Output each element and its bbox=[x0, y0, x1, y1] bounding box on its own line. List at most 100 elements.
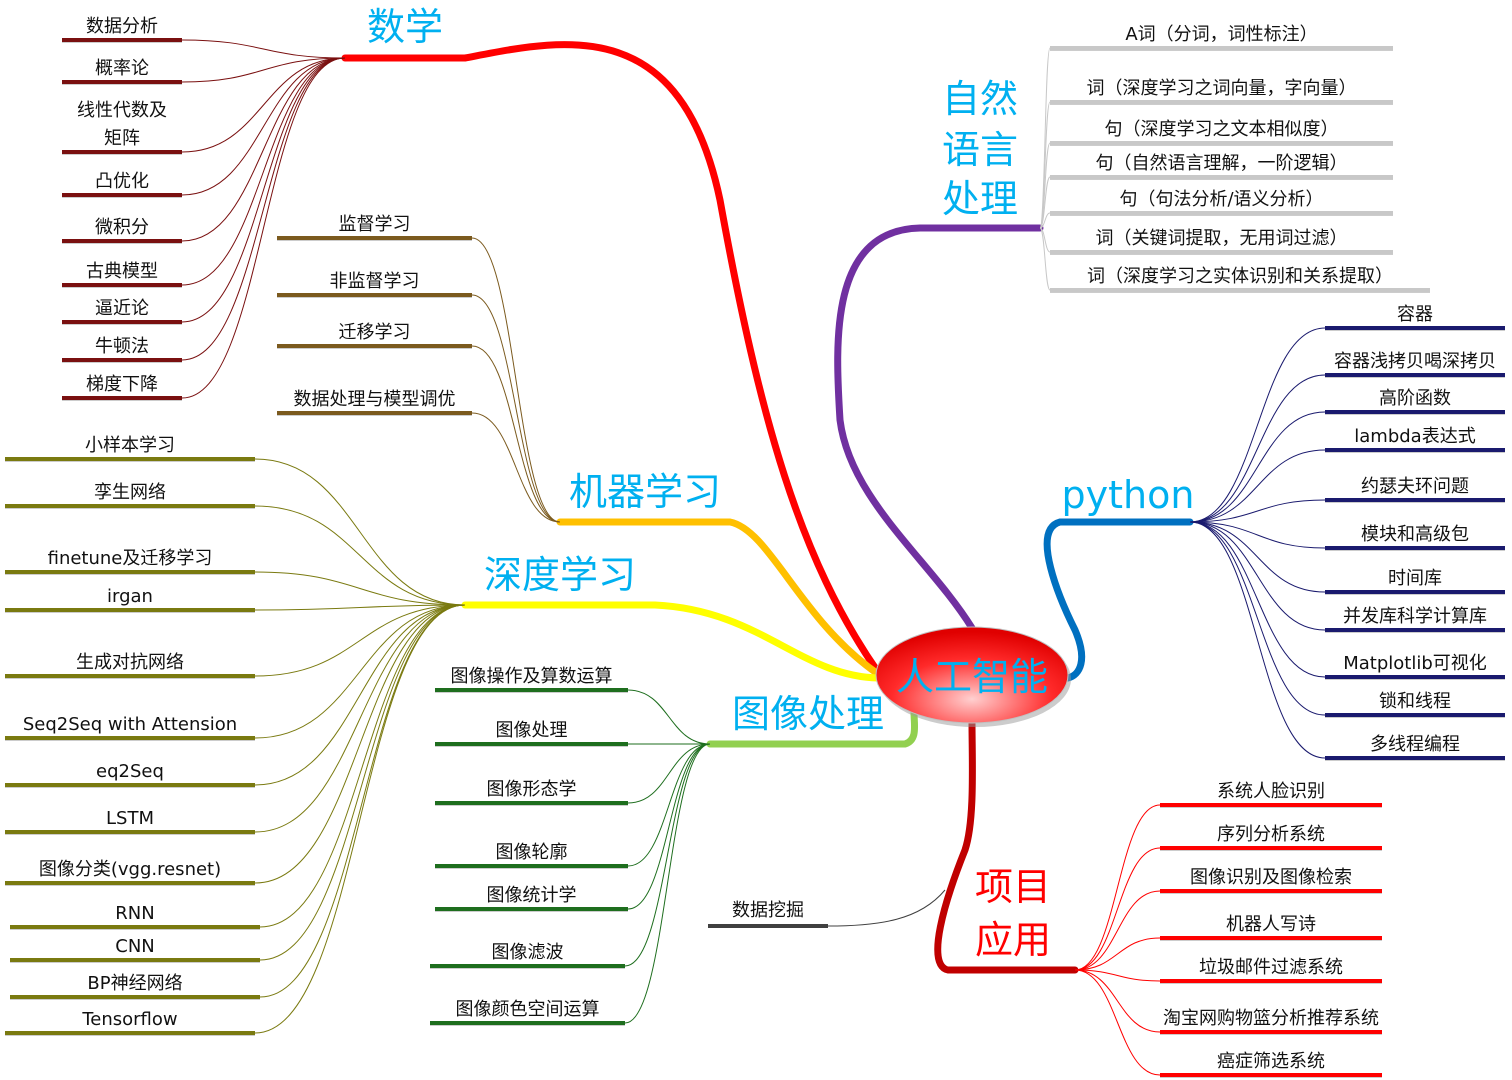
leaf-label: 图像颜色空间运算 bbox=[456, 999, 600, 1020]
leaf-node: 容器浅拷贝喝深拷贝 bbox=[1189, 351, 1505, 523]
branch-label: python bbox=[1062, 473, 1195, 517]
leaf-connector bbox=[181, 57, 346, 196]
leaf-node: 模块和高级包 bbox=[1189, 521, 1505, 551]
leaf-label: 微积分 bbox=[95, 217, 149, 238]
leaf-label: RNN bbox=[115, 903, 154, 924]
leaf-node: 时间库 bbox=[1189, 521, 1505, 595]
leaf-label: 小样本学习 bbox=[85, 435, 175, 456]
leaf-label: 数据分析 bbox=[86, 16, 158, 37]
leaf-node: RNN bbox=[10, 604, 466, 930]
leaf-connector bbox=[254, 604, 466, 833]
leaf-connector bbox=[254, 604, 466, 1034]
leaf-node: 约瑟夫环问题 bbox=[1189, 476, 1505, 523]
leaf-node: CNN bbox=[10, 604, 466, 963]
leaf-node: 句（句法分析/语义分析） bbox=[1039, 189, 1393, 229]
leaf-connector bbox=[1189, 374, 1326, 523]
leaf-label: 句（自然语言理解，一阶逻辑） bbox=[1096, 153, 1348, 174]
leaf-node: 数据处理与模型调优 bbox=[277, 389, 561, 523]
branch-label: 应用 bbox=[975, 918, 1051, 962]
leaf-label: finetune及迁移学习 bbox=[48, 548, 213, 569]
leaf-label: 监督学习 bbox=[339, 214, 411, 235]
main-branch-line bbox=[934, 718, 1079, 974]
leaf-connector bbox=[1189, 521, 1326, 549]
leaf-label: 模块和高级包 bbox=[1361, 524, 1469, 545]
leaf-label: 句（深度学习之文本相似度） bbox=[1105, 119, 1339, 140]
leaf-connector bbox=[181, 57, 346, 153]
leaf-label: 多线程编程 bbox=[1370, 734, 1460, 755]
leaf-connector bbox=[1039, 212, 1051, 229]
leaf-label: 词（深度学习之实体识别和关系提取） bbox=[1087, 266, 1393, 287]
leaf-node: 迁移学习 bbox=[277, 322, 561, 523]
leaf-node: 图像颜色空间运算 bbox=[430, 743, 711, 1026]
branch-proj: 系统人脸识别序列分析系统图像识别及图像检索机器人写诗垃圾邮件过滤系统淘宝网购物篮… bbox=[934, 718, 1382, 1078]
leaf-connector bbox=[1074, 937, 1161, 971]
leaf-node: 监督学习 bbox=[277, 214, 561, 523]
leaf-node: Tensorflow bbox=[5, 604, 466, 1036]
leaf-node: 微积分 bbox=[62, 57, 346, 244]
leaf-label: 图像识别及图像检索 bbox=[1190, 867, 1352, 888]
leaf-node: 序列分析系统 bbox=[1074, 824, 1382, 971]
leaf-label: 迁移学习 bbox=[339, 322, 411, 343]
leaf-node: 高阶函数 bbox=[1189, 388, 1505, 523]
leaf-connector bbox=[254, 604, 466, 677]
leaf-connector bbox=[1074, 890, 1161, 971]
leaf-node: 牛顿法 bbox=[62, 57, 346, 363]
leaf-node: 机器人写诗 bbox=[1074, 914, 1382, 971]
main-branch-line bbox=[556, 518, 882, 678]
leaf-node: 梯度下降 bbox=[62, 57, 346, 401]
leaf-label: 图像处理 bbox=[496, 720, 568, 741]
leaf-label: 非监督学习 bbox=[330, 271, 420, 292]
leaf-label: 图像轮廓 bbox=[496, 842, 568, 863]
leaf-connector bbox=[254, 505, 466, 606]
leaf-connector bbox=[254, 604, 466, 884]
leaf-connector bbox=[1039, 176, 1051, 229]
leaf-node: 图像滤波 bbox=[430, 743, 711, 969]
leaf-label: 词（关键词提取，无用词过滤） bbox=[1096, 228, 1348, 249]
leaf-node: 逼近论 bbox=[62, 57, 346, 325]
leaf-label: 线性代数及 bbox=[77, 100, 167, 121]
leaf-label: 孪生网络 bbox=[94, 482, 166, 503]
leaf-node: 孪生网络 bbox=[5, 482, 466, 606]
leaf-connector bbox=[1189, 449, 1326, 523]
branch-label: 语言 bbox=[942, 128, 1018, 172]
leaf-label: 容器浅拷贝喝深拷贝 bbox=[1334, 351, 1496, 372]
main-branch-line bbox=[1043, 518, 1194, 682]
leaf-label: 癌症筛选系统 bbox=[1217, 1051, 1325, 1072]
branch-label: 处理 bbox=[942, 177, 1018, 221]
leaf-label: 图像统计学 bbox=[487, 885, 577, 906]
leaf-connector bbox=[1189, 327, 1326, 523]
leaf-node: 图像轮廓 bbox=[435, 743, 711, 869]
leaf-node: 图像形态学 bbox=[435, 743, 711, 806]
leaf-connector bbox=[624, 743, 711, 967]
leaf-label: 容器 bbox=[1397, 304, 1433, 325]
leaf-label: irgan bbox=[107, 586, 153, 607]
leaf-connector bbox=[1189, 521, 1326, 593]
leaf-label: 数据挖掘 bbox=[732, 900, 804, 921]
leaf-label: 淘宝网购物篮分析推荐系统 bbox=[1163, 1008, 1379, 1029]
leaf-node: 词（深度学习之实体识别和关系提取） bbox=[1039, 227, 1430, 293]
leaf-label: 梯度下降 bbox=[86, 374, 158, 395]
leaf-label: Seq2Seq with Attension bbox=[23, 714, 237, 735]
leaf-label: LSTM bbox=[106, 808, 154, 829]
central-ellipse bbox=[875, 626, 1069, 724]
leaf-connector bbox=[624, 743, 711, 1024]
main-branch-line bbox=[341, 41, 882, 676]
leaf-connector bbox=[254, 604, 466, 739]
leaf-label: Matplotlib可视化 bbox=[1343, 653, 1487, 674]
leaf-connector bbox=[254, 458, 466, 606]
leaf-node: 癌症筛选系统 bbox=[1074, 969, 1382, 1078]
leaf-label: lambda表达式 bbox=[1354, 426, 1475, 447]
main-branch-line bbox=[461, 601, 882, 682]
leaf-node: 数据分析 bbox=[62, 16, 346, 59]
leaf-label: 数据处理与模型调优 bbox=[294, 389, 456, 410]
leaf-label: 生成对抗网络 bbox=[76, 652, 184, 673]
branch-label: 深度学习 bbox=[484, 553, 636, 597]
leaf-connector bbox=[1189, 521, 1326, 678]
leaf-node: 小样本学习 bbox=[5, 435, 466, 606]
leaf-label: 图像分类(vgg.resnet) bbox=[39, 859, 221, 880]
leaf-node: 图像分类(vgg.resnet) bbox=[5, 604, 466, 886]
leaf-node: 多线程编程 bbox=[1189, 521, 1505, 761]
